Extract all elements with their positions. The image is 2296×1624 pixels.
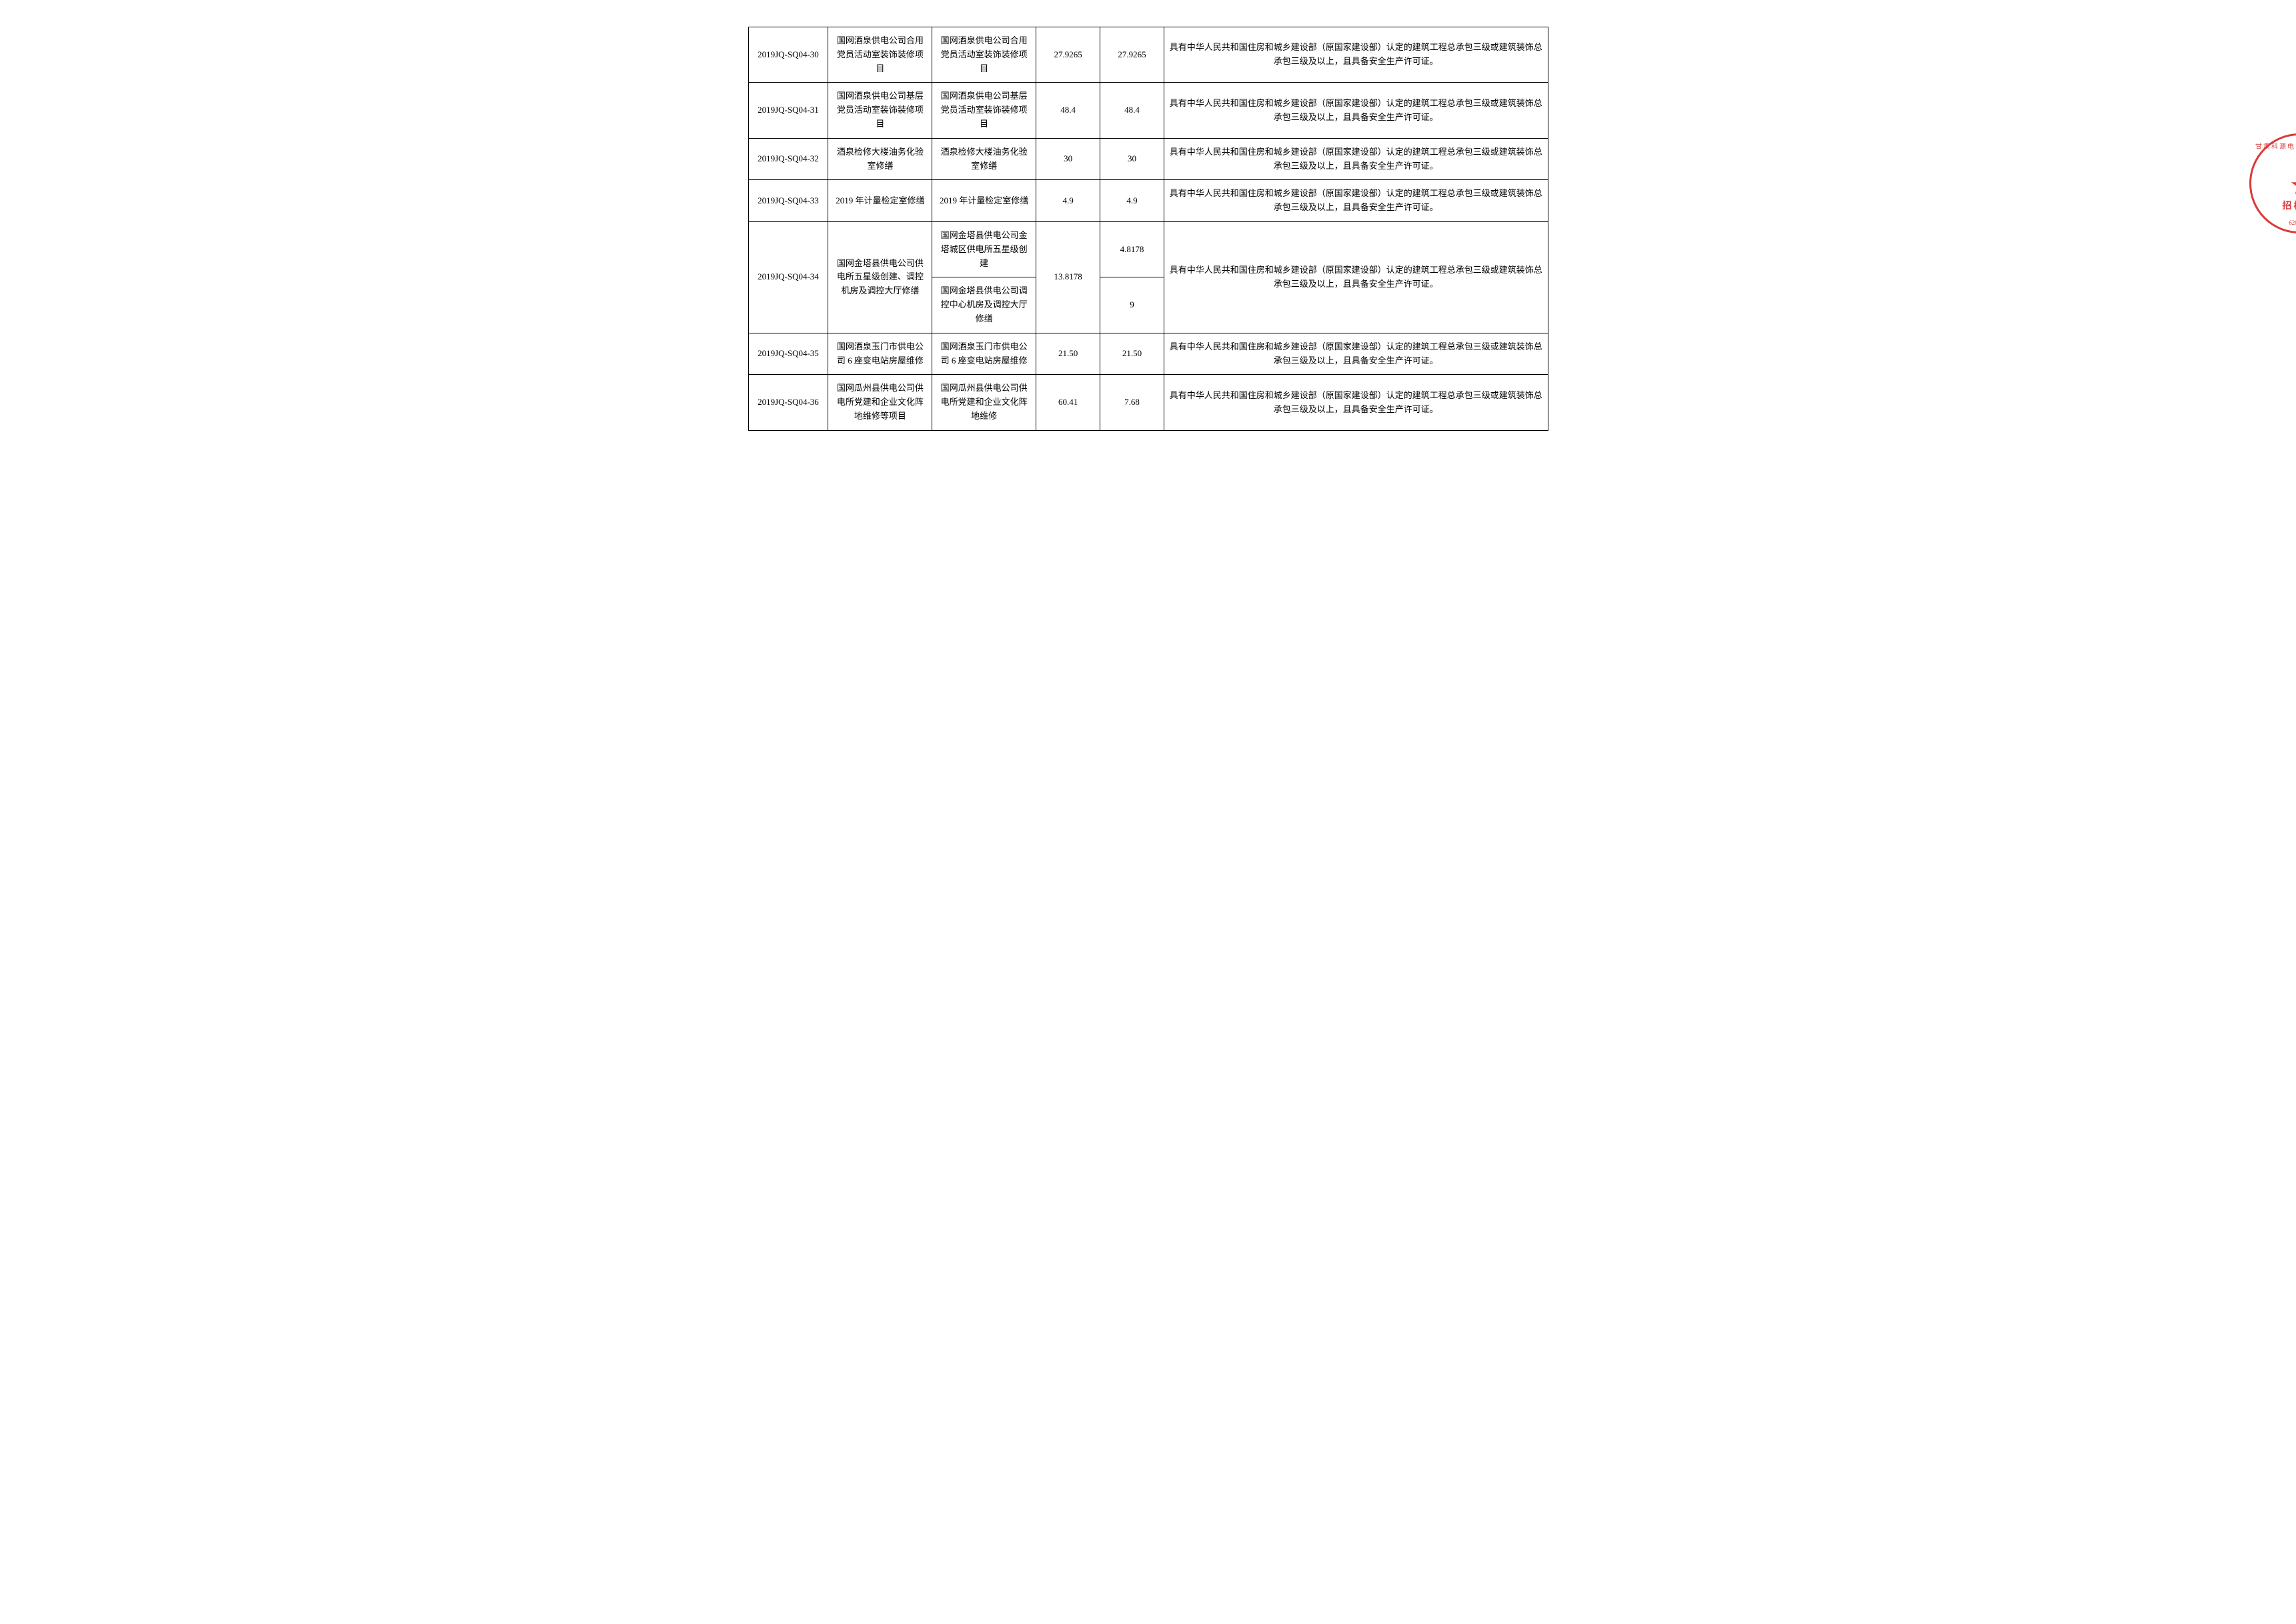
cell-qualification: 具有中华人民共和国住房和城乡建设部（原国家建设部）认定的建筑工程总承包三级或建筑… [1164,221,1548,333]
cell-value2: 4.8178 [1100,221,1164,277]
stamp-inner: 甘肃科源电力集团有限公 ★ 招标专 6201030 [2251,135,2296,231]
cell-project-name: 国网酒泉供电公司基层党员活动室装饰装修项目 [828,83,932,138]
cell-project-name: 国网金塔县供电公司供电所五星级创建、调控机房及调控大厅修缮 [828,221,932,333]
cell-sub-project-name: 国网酒泉供电公司基层党员活动室装饰装修项目 [932,83,1036,138]
cell-value1: 30 [1036,138,1100,180]
cell-id: 2019JQ-SQ04-35 [748,333,828,375]
cell-value1: 48.4 [1036,83,1100,138]
table-row: 2019JQ-SQ04-35 国网酒泉玉门市供电公司 6 座变电站房屋维修 国网… [748,333,1548,375]
cell-project-name: 国网瓜州县供电公司供电所党建和企业文化阵地维修等项目 [828,375,932,430]
table-row: 2019JQ-SQ04-31 国网酒泉供电公司基层党员活动室装饰装修项目 国网酒… [748,83,1548,138]
cell-value2: 30 [1100,138,1164,180]
cell-sub-project-name: 酒泉检修大楼油务化验室修缮 [932,138,1036,180]
cell-id: 2019JQ-SQ04-36 [748,375,828,430]
cell-qualification: 具有中华人民共和国住房和城乡建设部（原国家建设部）认定的建筑工程总承包三级或建筑… [1164,83,1548,138]
table-row: 2019JQ-SQ04-33 2019 年计量检定室修缮 2019 年计量检定室… [748,180,1548,222]
cell-value2: 4.9 [1100,180,1164,222]
bid-table-container: 2019JQ-SQ04-30 国网酒泉供电公司合用党员活动室装饰装修项目 国网酒… [748,27,1548,431]
cell-value1: 13.8178 [1036,221,1100,333]
stamp-text-mid: 招标专 [2251,199,2296,212]
table-row: 2019JQ-SQ04-34 国网金塔县供电公司供电所五星级创建、调控机房及调控… [748,221,1548,277]
cell-value2: 21.50 [1100,333,1164,375]
cell-sub-project-name: 国网瓜州县供电公司供电所党建和企业文化阵地维修 [932,375,1036,430]
cell-value2: 48.4 [1100,83,1164,138]
cell-sub-project-name: 国网酒泉玉门市供电公司 6 座变电站房屋维修 [932,333,1036,375]
cell-value1: 21.50 [1036,333,1100,375]
table-row: 2019JQ-SQ04-30 国网酒泉供电公司合用党员活动室装饰装修项目 国网酒… [748,27,1548,83]
cell-id: 2019JQ-SQ04-32 [748,138,828,180]
cell-qualification: 具有中华人民共和国住房和城乡建设部（原国家建设部）认定的建筑工程总承包三级或建筑… [1164,375,1548,430]
cell-qualification: 具有中华人民共和国住房和城乡建设部（原国家建设部）认定的建筑工程总承包三级或建筑… [1164,180,1548,222]
official-stamp: 甘肃科源电力集团有限公 ★ 招标专 6201030 [2236,133,2296,233]
cell-project-name: 2019 年计量检定室修缮 [828,180,932,222]
table-row: 2019JQ-SQ04-36 国网瓜州县供电公司供电所党建和企业文化阵地维修等项… [748,375,1548,430]
cell-sub-project-name: 国网金塔县供电公司调控中心机房及调控大厅修缮 [932,277,1036,333]
cell-value2: 9 [1100,277,1164,333]
cell-id: 2019JQ-SQ04-31 [748,83,828,138]
cell-value1: 4.9 [1036,180,1100,222]
cell-sub-project-name: 国网金塔县供电公司金塔城区供电所五星级创建 [932,221,1036,277]
bid-table: 2019JQ-SQ04-30 国网酒泉供电公司合用党员活动室装饰装修项目 国网酒… [748,27,1548,431]
star-icon: ★ [2285,169,2296,202]
cell-value2: 7.68 [1100,375,1164,430]
cell-project-name: 国网酒泉供电公司合用党员活动室装饰装修项目 [828,27,932,83]
cell-sub-project-name: 国网酒泉供电公司合用党员活动室装饰装修项目 [932,27,1036,83]
cell-id: 2019JQ-SQ04-34 [748,221,828,333]
cell-project-name: 国网酒泉玉门市供电公司 6 座变电站房屋维修 [828,333,932,375]
cell-sub-project-name: 2019 年计量检定室修缮 [932,180,1036,222]
cell-qualification: 具有中华人民共和国住房和城乡建设部（原国家建设部）认定的建筑工程总承包三级或建筑… [1164,138,1548,180]
stamp-text-top: 甘肃科源电力集团有限公 [2251,141,2296,151]
table-row: 2019JQ-SQ04-32 酒泉检修大楼油务化验室修缮 酒泉检修大楼油务化验室… [748,138,1548,180]
cell-qualification: 具有中华人民共和国住房和城乡建设部（原国家建设部）认定的建筑工程总承包三级或建筑… [1164,27,1548,83]
cell-id: 2019JQ-SQ04-33 [748,180,828,222]
stamp-circle: 甘肃科源电力集团有限公 ★ 招标专 6201030 [2249,133,2296,233]
cell-project-name: 酒泉检修大楼油务化验室修缮 [828,138,932,180]
cell-value2: 27.9265 [1100,27,1164,83]
cell-value1: 60.41 [1036,375,1100,430]
stamp-text-bottom: 6201030 [2251,219,2296,226]
cell-qualification: 具有中华人民共和国住房和城乡建设部（原国家建设部）认定的建筑工程总承包三级或建筑… [1164,333,1548,375]
cell-value1: 27.9265 [1036,27,1100,83]
cell-id: 2019JQ-SQ04-30 [748,27,828,83]
